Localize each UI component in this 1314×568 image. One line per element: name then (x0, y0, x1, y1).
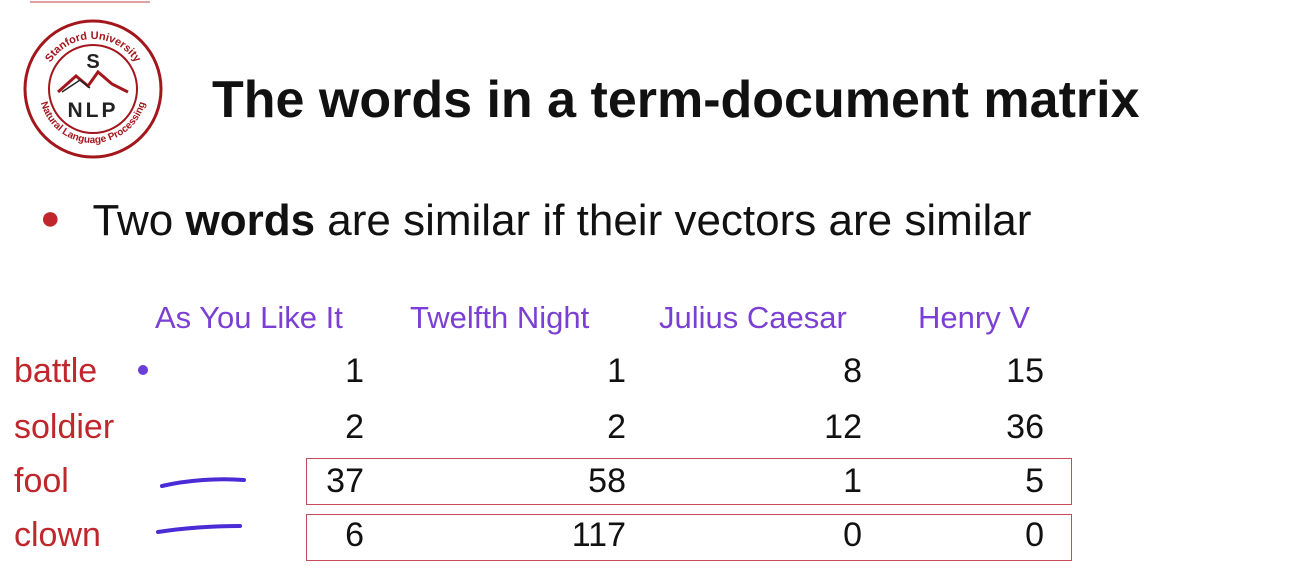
highlight-box-clown (306, 514, 1072, 561)
row-label-clown: clown (14, 516, 101, 554)
annotation-dot (138, 365, 148, 375)
cell-clown-twelfth-night: 117 (571, 516, 626, 554)
logo-letters-nlp: NLP (68, 99, 119, 122)
cell-soldier-as-you-like-it: 2 (345, 408, 364, 446)
cell-clown-as-you-like-it: 6 (345, 516, 364, 554)
cell-soldier-henry-v: 36 (1006, 408, 1044, 446)
bullet-dot-icon: ● (40, 199, 61, 237)
bullet-prefix: Two (92, 196, 186, 245)
cell-fool-as-you-like-it: 37 (326, 462, 364, 500)
cell-battle-as-you-like-it: 1 (345, 352, 364, 390)
row-label-fool: fool (14, 462, 69, 500)
bullet-suffix: are similar if their vectors are similar (315, 196, 1032, 245)
cell-clown-henry-v: 0 (1025, 516, 1044, 554)
cell-battle-julius-caesar: 8 (843, 352, 862, 390)
stanford-nlp-logo: Stanford University Natural Language Pro… (23, 19, 163, 159)
column-header-twelfth-night: Twelfth Night (410, 300, 590, 335)
pen-underline-clown (156, 524, 242, 534)
column-header-julius-caesar: Julius Caesar (659, 300, 847, 335)
cell-fool-twelfth-night: 58 (588, 462, 626, 500)
logo-letter-s: S (86, 51, 99, 73)
cell-clown-julius-caesar: 0 (843, 516, 862, 554)
row-label-soldier: soldier (14, 408, 115, 446)
top-edge-mark (30, 1, 150, 3)
cell-fool-henry-v: 5 (1025, 462, 1044, 500)
column-header-henry-v: Henry V (918, 300, 1030, 335)
bullet-point: ● Two words are similar if their vectors … (40, 196, 1031, 246)
cell-fool-julius-caesar: 1 (843, 462, 862, 500)
highlight-box-fool (306, 458, 1072, 505)
column-header-as-you-like-it: As You Like It (155, 300, 343, 335)
cell-battle-twelfth-night: 1 (607, 352, 626, 390)
pen-underline-fool (160, 477, 246, 488)
cell-soldier-julius-caesar: 12 (824, 408, 862, 446)
cell-soldier-twelfth-night: 2 (607, 408, 626, 446)
bullet-bold-word: words (185, 196, 316, 245)
slide-title: The words in a term-document matrix (212, 71, 1140, 129)
row-label-battle: battle (14, 352, 98, 390)
cell-battle-henry-v: 15 (1006, 352, 1044, 390)
